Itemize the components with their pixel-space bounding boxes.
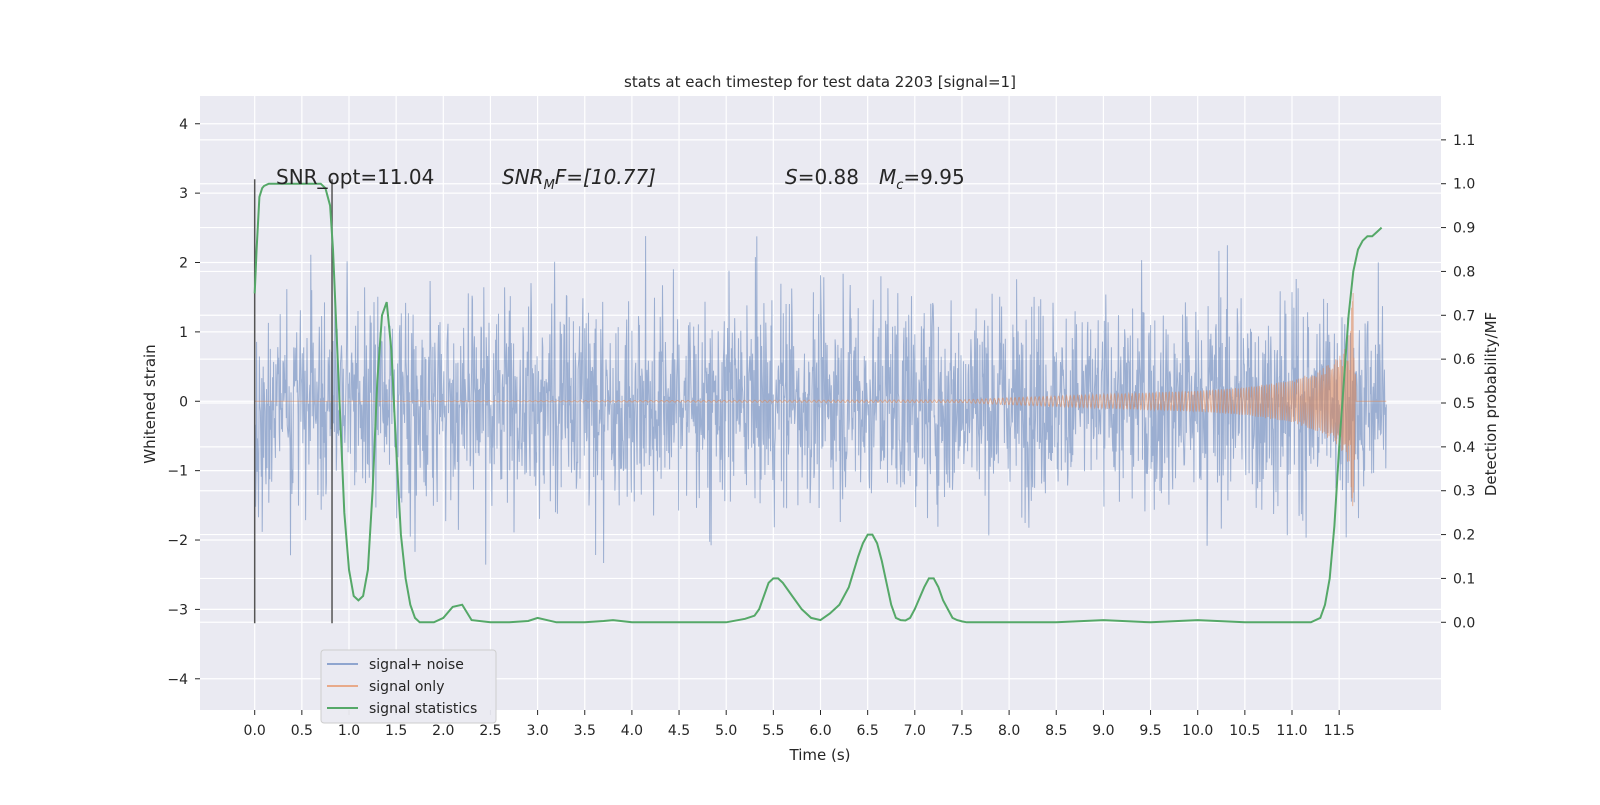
x-tick-label: 7.5 — [951, 723, 973, 739]
mc-sub: c — [896, 178, 903, 193]
x-tick-label: 3.5 — [574, 723, 596, 739]
legend: signal+ noise signal only signal statist… — [320, 649, 497, 724]
chart-title: stats at each timestep for test data 220… — [624, 73, 1016, 91]
x-axis-label: Time (s) — [789, 746, 851, 764]
x-tick-label: 10.5 — [1229, 723, 1260, 739]
x-tick-label: 9.5 — [1139, 723, 1161, 739]
y-tick-label: −4 — [167, 672, 188, 688]
snr-mf-sub: M — [544, 178, 555, 193]
mc-label: M — [879, 165, 896, 189]
x-tick-label: 2.0 — [432, 723, 454, 739]
y-tick-label: 4 — [179, 117, 188, 133]
statistics-line — [253, 182, 1383, 624]
y-tick-label: 2 — [179, 256, 188, 272]
x-tick-label: 11.5 — [1324, 723, 1355, 739]
y-tick-label: −1 — [167, 464, 188, 480]
signal-statistics-series — [253, 182, 1383, 624]
legend-box — [320, 649, 497, 724]
y-right-tick-label: 0.8 — [1453, 264, 1475, 280]
x-tick-label: 0.0 — [244, 723, 266, 739]
annotation-snr-mf: SNRMF=[10.77] — [502, 165, 656, 193]
y-right-tick-label: 0.2 — [1453, 528, 1475, 544]
y-axis-label-right: Detection probability/MF — [1482, 312, 1500, 496]
y-right-tick-label: 1.0 — [1453, 177, 1475, 193]
y-right-tick-label: 0.4 — [1453, 440, 1475, 456]
s-label: S — [785, 165, 798, 189]
legend-label-noise: signal+ noise — [369, 657, 464, 673]
y-right-tick-labels: 0.0 0.1 0.2 0.3 0.4 0.5 0.6 0.7 0.8 0.9 1.0 1.1 — [1441, 133, 1475, 631]
y-right-tick-label: 0.5 — [1453, 396, 1475, 412]
x-tick-label: 3.0 — [526, 723, 548, 739]
y-tick-label: −3 — [167, 602, 188, 618]
y-right-tick-label: 0.7 — [1453, 308, 1475, 324]
x-tick-label: 7.0 — [904, 723, 926, 739]
annotation-s: S=0.88 — [785, 165, 859, 189]
x-tick-label: 9.0 — [1092, 723, 1114, 739]
vertical-markers — [253, 179, 333, 624]
legend-label-stats: signal statistics — [369, 701, 477, 717]
x-tick-label: 8.5 — [1045, 723, 1067, 739]
mc-value: =9.95 — [903, 165, 964, 189]
snr-mf-base: SNR — [502, 165, 544, 189]
y-right-tick-label: 0.6 — [1453, 352, 1475, 368]
y-tick-label: 3 — [179, 186, 188, 202]
y-right-tick-label: 0.0 — [1453, 615, 1475, 631]
y-tick-label: 1 — [179, 325, 188, 341]
signal-noise-series — [254, 236, 1387, 565]
x-tick-label: 1.5 — [385, 723, 407, 739]
y-right-tick-label: 0.9 — [1453, 221, 1475, 237]
s-value: =0.88 — [798, 165, 859, 189]
x-tick-label: 2.5 — [479, 723, 501, 739]
y-right-tick-label: 1.1 — [1453, 133, 1475, 149]
y-right-tick-label: 0.1 — [1453, 571, 1475, 587]
x-tick-label: 5.0 — [715, 723, 737, 739]
x-tick-label: 8.0 — [998, 723, 1020, 739]
annotation-mc: Mc=9.95 — [879, 165, 965, 193]
legend-label-signal: signal only — [369, 679, 444, 695]
annotation-snr-opt: SNR_opt=11.04 — [276, 165, 434, 189]
y-axis-label-left: Whitened strain — [141, 344, 159, 463]
y-left-tick-labels: −4 −3 −2 −1 0 1 2 3 4 — [167, 117, 200, 688]
signal-only-series — [254, 292, 1387, 507]
y-right-tick-label: 0.3 — [1453, 484, 1475, 500]
x-tick-labels: 0.0 0.5 1.0 1.5 2.0 2.5 3.0 3.5 4.0 4.5 5.0 5.5 6.0 6… — [244, 710, 1355, 739]
x-tick-label: 5.5 — [762, 723, 784, 739]
x-tick-label: 6.0 — [809, 723, 831, 739]
snr-mf-rest: F=[10.77] — [555, 165, 656, 189]
x-tick-label: 6.5 — [857, 723, 879, 739]
x-tick-label: 10.0 — [1182, 723, 1213, 739]
y-tick-label: −2 — [167, 533, 188, 549]
x-tick-label: 4.0 — [621, 723, 643, 739]
x-tick-label: 1.0 — [338, 723, 360, 739]
y-tick-label: 0 — [179, 394, 188, 410]
x-tick-label: 4.5 — [668, 723, 690, 739]
x-tick-label: 0.5 — [291, 723, 313, 739]
x-tick-label: 11.0 — [1276, 723, 1307, 739]
noise-line — [254, 236, 1387, 565]
signal-line — [254, 292, 1387, 507]
